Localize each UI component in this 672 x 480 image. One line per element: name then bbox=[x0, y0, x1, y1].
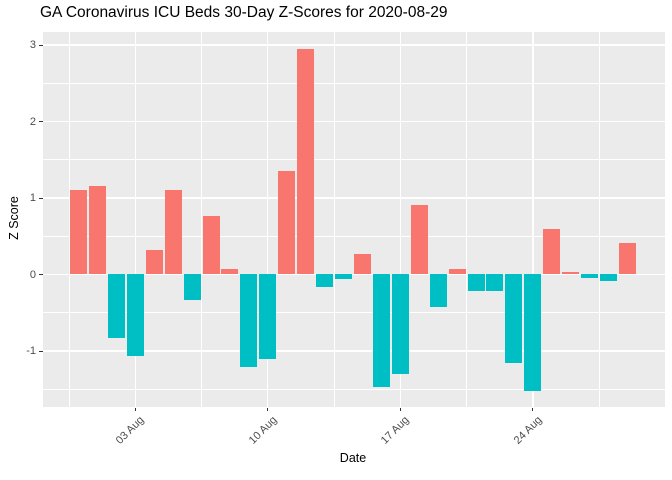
x-tick-label: 10 Aug bbox=[246, 413, 280, 447]
minor-gridline-y bbox=[42, 388, 665, 390]
minor-gridline-y bbox=[42, 312, 665, 314]
bar-2020-08-19 bbox=[429, 274, 447, 307]
major-gridline-x bbox=[399, 32, 401, 408]
x-tick-mark bbox=[399, 407, 401, 411]
x-tick-mark bbox=[267, 407, 269, 411]
bar-2020-08-21 bbox=[467, 274, 485, 292]
major-gridline-x bbox=[134, 32, 136, 408]
bar-2020-08-01 bbox=[88, 185, 106, 275]
bar-2020-08-26 bbox=[562, 272, 580, 275]
y-tick-mark bbox=[39, 44, 43, 46]
y-tick-mark bbox=[39, 274, 43, 275]
bar-2020-08-28 bbox=[600, 274, 618, 281]
bar-2020-08-17 bbox=[391, 274, 409, 374]
bar-2020-08-07 bbox=[202, 215, 220, 275]
y-tick-label: 1 bbox=[29, 192, 36, 204]
major-gridline-y bbox=[42, 197, 665, 199]
bar-2020-08-23 bbox=[505, 274, 523, 364]
minor-gridline-x bbox=[68, 32, 70, 408]
y-tick-label: -1 bbox=[26, 345, 36, 357]
bar-2020-08-04 bbox=[145, 250, 163, 275]
minor-gridline-x bbox=[201, 32, 203, 408]
minor-gridline-y bbox=[42, 235, 665, 237]
y-tick-label: 3 bbox=[29, 39, 36, 51]
bar-2020-07-31 bbox=[70, 190, 87, 275]
major-gridline-x bbox=[267, 32, 269, 408]
bar-2020-08-29 bbox=[618, 243, 636, 275]
bar-2020-08-24 bbox=[524, 274, 542, 391]
bar-2020-08-25 bbox=[543, 228, 561, 275]
y-tick-label: 2 bbox=[29, 115, 36, 128]
bar-2020-08-03 bbox=[126, 274, 144, 357]
bar-2020-08-05 bbox=[164, 190, 182, 275]
chart-title: GA Coronavirus ICU Beds 30-Day Z-Scores … bbox=[40, 4, 448, 21]
y-tick-label: 0 bbox=[29, 268, 36, 281]
bar-2020-08-13 bbox=[316, 274, 334, 288]
bar-2020-08-08 bbox=[221, 269, 239, 275]
bar-2020-08-16 bbox=[372, 274, 390, 387]
bar-2020-08-10 bbox=[259, 274, 277, 360]
bar-2020-08-22 bbox=[486, 274, 504, 292]
bar-2020-08-18 bbox=[410, 204, 428, 275]
x-tick-mark bbox=[532, 407, 534, 411]
bar-2020-08-12 bbox=[297, 48, 315, 275]
minor-gridline-x bbox=[466, 32, 468, 408]
y-tick-mark bbox=[39, 121, 43, 122]
y-tick-mark bbox=[39, 350, 43, 352]
bar-2020-08-09 bbox=[240, 274, 258, 368]
bar-2020-08-20 bbox=[448, 269, 466, 275]
major-gridline-y bbox=[42, 273, 665, 276]
minor-gridline-y bbox=[42, 159, 665, 161]
major-gridline-x bbox=[532, 32, 534, 408]
major-gridline-y bbox=[42, 350, 665, 352]
x-tick-label: 24 Aug bbox=[511, 413, 545, 447]
major-gridline-y bbox=[42, 120, 665, 123]
bar-2020-08-14 bbox=[335, 274, 353, 280]
minor-gridline-y bbox=[42, 82, 665, 84]
bar-2020-08-27 bbox=[581, 274, 599, 279]
y-tick-mark bbox=[39, 197, 43, 199]
minor-gridline-x bbox=[598, 32, 600, 408]
x-axis-title: Date bbox=[339, 451, 367, 465]
bar-2020-08-15 bbox=[353, 253, 371, 275]
minor-gridline-x bbox=[333, 32, 335, 408]
x-tick-label: 03 Aug bbox=[114, 413, 147, 447]
bar-2020-08-02 bbox=[107, 274, 125, 338]
bar-2020-08-11 bbox=[278, 171, 296, 275]
x-tick-mark bbox=[134, 407, 136, 411]
plot-panel bbox=[42, 32, 665, 408]
major-gridline-y bbox=[42, 44, 665, 46]
bar-2020-08-06 bbox=[183, 274, 201, 300]
